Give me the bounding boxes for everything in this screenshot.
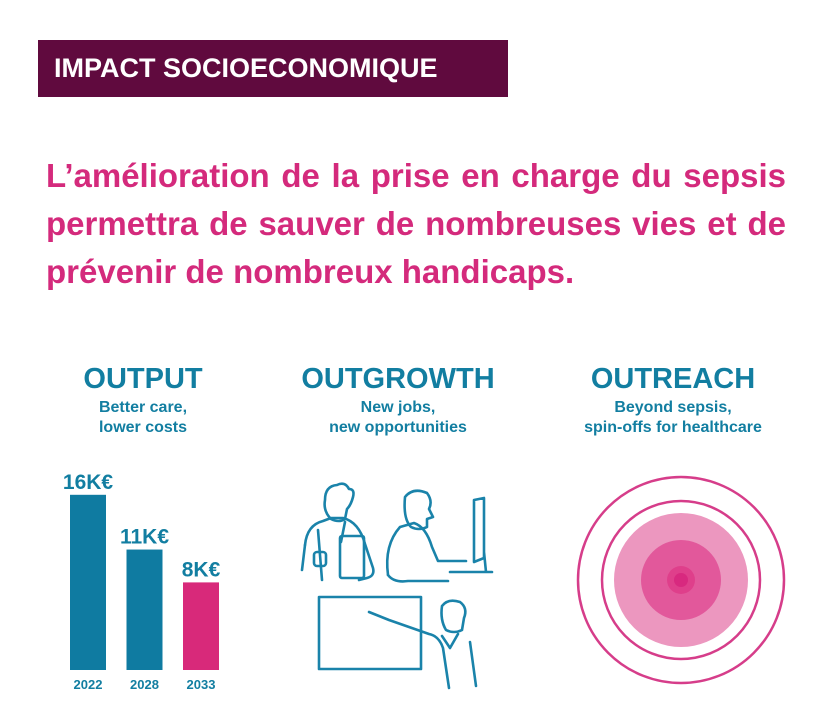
core-disc <box>674 573 688 587</box>
man-presenting-board-icon <box>317 595 478 690</box>
x-tick-label: 2022 <box>74 677 103 692</box>
bar-2022 <box>70 494 106 670</box>
column-subtitle-1: Beyond sepsis, <box>614 399 732 416</box>
column-subtitle-1: New jobs, <box>360 399 436 416</box>
column-output: OUTPUT Better care, lower costs <box>13 360 273 438</box>
bar-2028 <box>126 549 163 670</box>
column-subtitle-1: Better care, <box>98 399 188 416</box>
x-tick-label: 2028 <box>130 677 159 692</box>
x-tick-label: 2033 <box>187 677 216 692</box>
data-label: 11K€ <box>120 526 169 549</box>
column-title: OUTGROWTH <box>301 363 495 395</box>
column-subtitle-2: spin-offs for healthcare <box>584 419 762 436</box>
data-label: 16K€ <box>63 471 114 494</box>
column-subtitle-2: lower costs <box>98 419 188 436</box>
column-title: OUTREACH <box>590 363 756 395</box>
man-at-computer-icon <box>385 489 494 583</box>
data-label: 8K€ <box>182 558 221 581</box>
column-subtitle-2: new opportunities <box>329 419 467 436</box>
column-title: OUTPUT <box>83 363 203 395</box>
column-outgrowth: OUTGROWTH New jobs, new opportunities <box>268 360 528 438</box>
section-banner: IMPACT SOCIOECONOMIQUE <box>38 40 508 97</box>
bar-2033 <box>183 582 219 670</box>
outer-ring <box>576 475 786 685</box>
woman-doctor-icon <box>300 482 375 582</box>
headline: L’amélioration de la prise en charge du … <box>46 157 786 290</box>
second-ring <box>600 499 762 661</box>
column-outreach: OUTREACH Beyond sepsis, spin-offs for he… <box>543 360 803 438</box>
